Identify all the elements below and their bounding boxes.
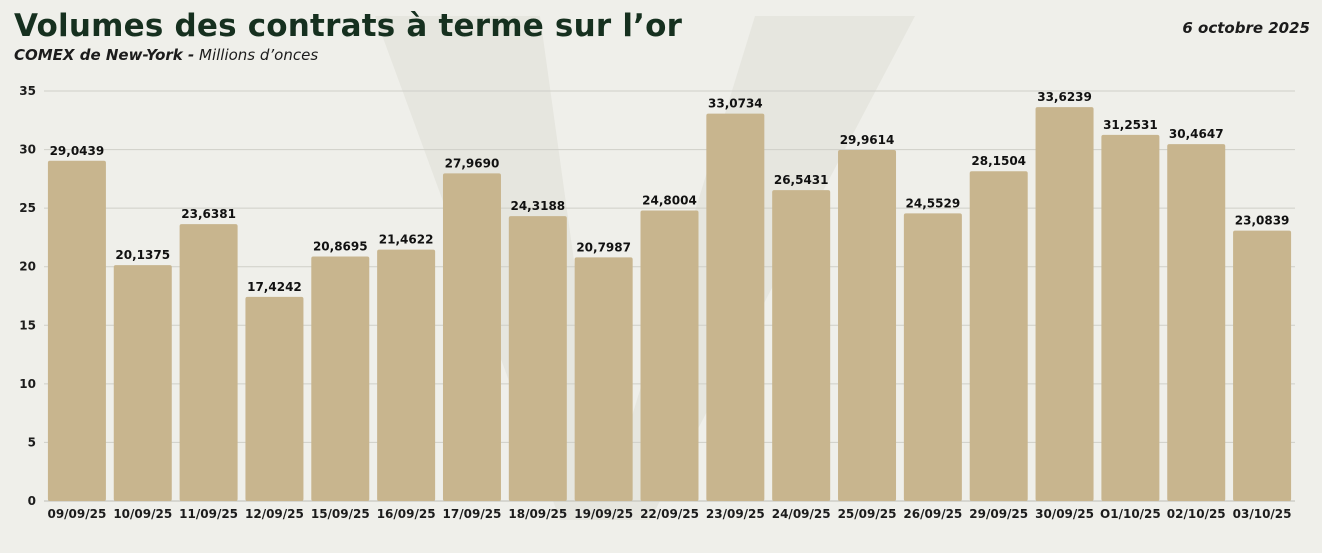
bar	[772, 190, 831, 502]
bar	[1101, 134, 1160, 501]
bar	[1167, 144, 1226, 501]
y-tick-label: 5	[28, 435, 36, 449]
x-tick-label: 29/09/25	[969, 507, 1028, 521]
data-label: 31,2531	[1103, 118, 1158, 132]
data-label: 28,1504	[971, 154, 1026, 168]
data-label: 24,8004	[642, 193, 697, 207]
y-tick-label: 10	[19, 377, 36, 391]
bar	[47, 160, 106, 501]
subtitle-exchange: COMEX de New-York -	[14, 46, 195, 64]
data-label: 27,9690	[445, 156, 500, 170]
data-label: 20,8695	[313, 240, 368, 254]
bar	[903, 213, 962, 501]
x-tick-label: 18/09/25	[508, 507, 567, 521]
data-label: 26,5431	[774, 173, 829, 187]
data-label: 23,6381	[181, 207, 236, 221]
data-label: 29,0439	[50, 144, 105, 158]
bar	[311, 256, 370, 501]
bar	[574, 257, 633, 501]
y-tick-label: 20	[19, 260, 36, 274]
x-tick-label: 15/09/25	[311, 507, 370, 521]
bar	[969, 171, 1028, 502]
bar	[706, 113, 765, 502]
data-label: 30,4647	[1169, 127, 1224, 141]
data-label: 33,6239	[1037, 90, 1092, 104]
bars	[47, 107, 1292, 502]
x-tick-label: 11/09/25	[179, 507, 238, 521]
bar	[377, 249, 436, 501]
y-tick-label: 35	[19, 84, 36, 98]
x-tick-label: 24/09/25	[772, 507, 831, 521]
x-tick-label: 26/09/25	[903, 507, 962, 521]
data-labels: 29,0439 20,1375 23,6381 17,4242 20,8695 21,46…	[50, 90, 1290, 294]
data-label: 24,3188	[510, 199, 565, 213]
x-tick-label: 19/09/25	[574, 507, 633, 521]
x-tick-label: 16/09/25	[377, 507, 436, 521]
chart-subtitle: COMEX de New-York - Millions d’onces	[14, 46, 318, 64]
bar	[640, 210, 699, 502]
x-tick-label: 23/09/25	[706, 507, 765, 521]
data-label: 17,4242	[247, 280, 302, 294]
x-tick-label: 09/09/25	[47, 507, 106, 521]
chart-title: Volumes des contrats à terme sur l’or	[14, 8, 683, 44]
x-tick-label: O1/10/25	[1100, 507, 1161, 521]
bar	[838, 150, 897, 501]
subtitle-unit: Millions d’onces	[199, 46, 319, 64]
x-tick-label: 03/10/25	[1233, 507, 1292, 521]
x-tick-label: 30/09/25	[1035, 507, 1094, 521]
y-axis-ticks: 0 5 10 15 20 25 30 35	[19, 84, 36, 508]
data-label: 23,0839	[1235, 214, 1290, 228]
data-label: 21,4622	[379, 233, 434, 247]
bar	[245, 296, 304, 501]
y-tick-label: 15	[19, 318, 36, 332]
x-tick-label: 02/10/25	[1167, 507, 1226, 521]
y-tick-label: 30	[19, 143, 36, 157]
bar	[1035, 107, 1094, 501]
y-tick-label: 25	[19, 201, 36, 215]
bar	[1233, 230, 1292, 501]
x-tick-label: 22/09/25	[640, 507, 699, 521]
bar	[442, 173, 501, 501]
x-tick-label: 10/09/25	[113, 507, 172, 521]
data-label: 20,1375	[115, 248, 170, 262]
x-axis-labels: 09/09/25 10/09/25 11/09/25 12/09/25 15/09/25…	[47, 507, 1291, 521]
data-label: 33,0734	[708, 97, 763, 111]
y-tick-label: 0	[28, 494, 36, 508]
data-label: 20,7987	[576, 240, 631, 254]
bar	[508, 216, 567, 502]
chart-date: 6 octobre 2025	[1182, 19, 1310, 37]
x-tick-label: 25/09/25	[838, 507, 897, 521]
x-tick-label: 17/09/25	[443, 507, 502, 521]
x-tick-label: 12/09/25	[245, 507, 304, 521]
data-label: 29,9614	[840, 133, 895, 147]
data-label: 24,5529	[906, 196, 961, 210]
bar	[113, 265, 172, 501]
bar	[179, 224, 238, 501]
